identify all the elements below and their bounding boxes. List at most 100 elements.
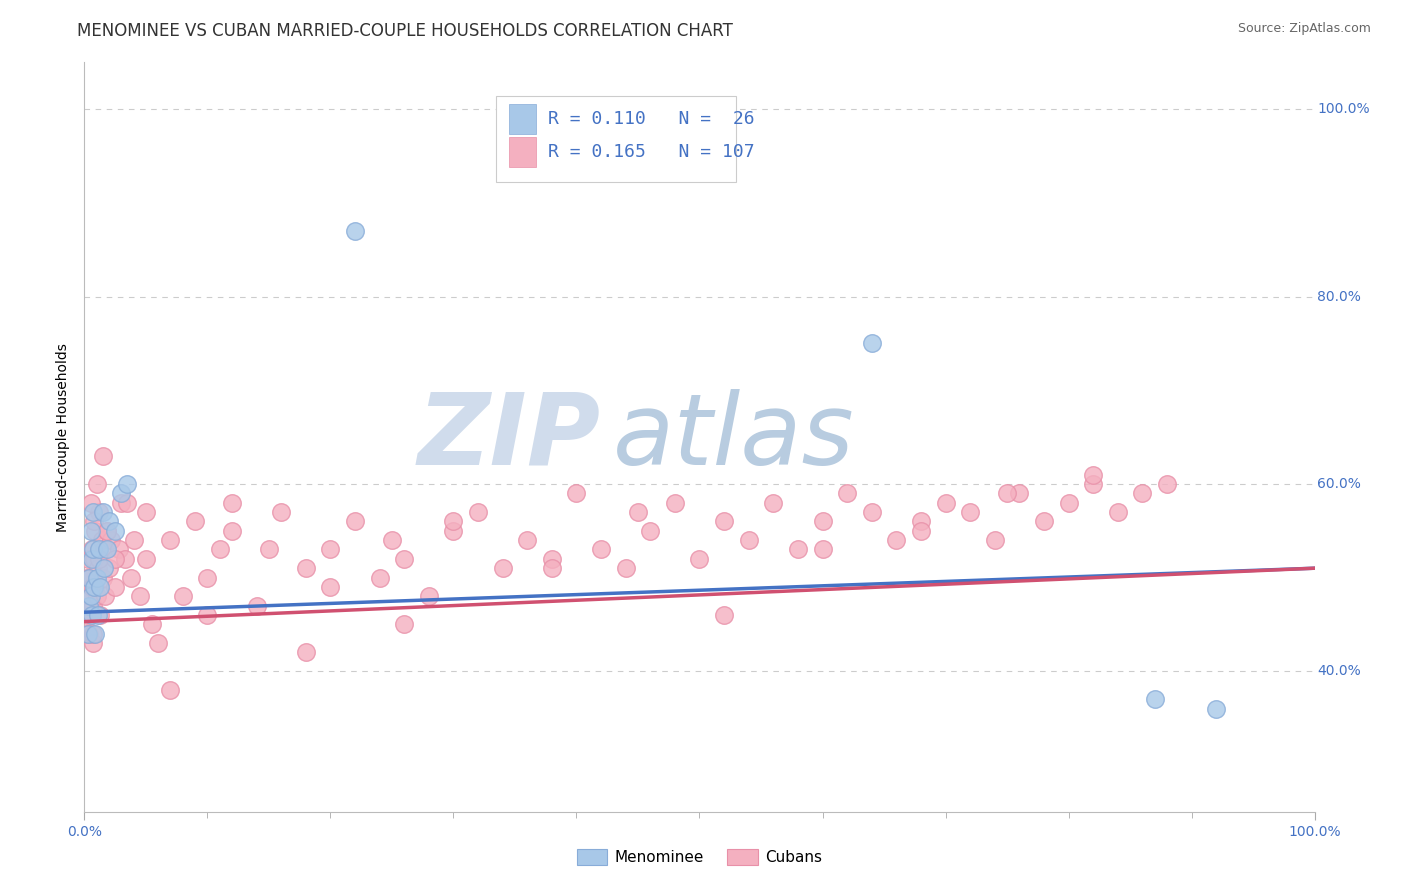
Point (96, 542, 118, 557)
Point (135, 551, 157, 566)
Text: atlas: atlas (613, 389, 855, 485)
FancyBboxPatch shape (496, 96, 737, 182)
Point (172, 590, 194, 604)
Point (86, 476, 108, 491)
Point (394, 617, 416, 632)
Point (87, 542, 111, 557)
Point (83, 514, 105, 528)
Point (492, 561, 515, 575)
Point (738, 533, 761, 547)
Point (1107, 505, 1129, 519)
Point (591, 542, 613, 557)
Point (108, 542, 131, 557)
Point (959, 505, 981, 519)
Point (713, 608, 735, 623)
Point (246, 599, 269, 613)
Point (90, 533, 112, 547)
Point (1083, 467, 1105, 482)
Point (84, 580, 107, 594)
Text: 100.0%: 100.0% (1317, 103, 1369, 116)
Point (83, 580, 105, 594)
Point (87, 608, 110, 623)
Point (811, 514, 834, 528)
Text: R = 0.165   N = 107: R = 0.165 N = 107 (548, 144, 755, 161)
Legend: Menominee, Cubans: Menominee, Cubans (571, 843, 828, 871)
Point (565, 486, 588, 500)
Point (935, 496, 957, 510)
Point (270, 505, 292, 519)
Point (79, 571, 101, 585)
Point (80, 608, 103, 623)
Point (516, 533, 538, 547)
Point (159, 533, 181, 547)
Point (110, 486, 132, 500)
Point (91, 449, 114, 463)
Point (104, 524, 127, 538)
Point (910, 514, 932, 528)
Point (257, 542, 280, 557)
Point (1130, 486, 1153, 500)
Point (184, 514, 207, 528)
Point (82, 542, 104, 557)
Point (79, 524, 101, 538)
Point (208, 542, 231, 557)
Point (910, 524, 932, 538)
Point (221, 524, 243, 538)
Point (984, 533, 1007, 547)
Point (98, 514, 120, 528)
Point (1156, 476, 1178, 491)
Point (80, 542, 103, 557)
Point (75, 626, 97, 640)
Point (117, 476, 139, 491)
Point (344, 514, 367, 528)
Text: R = 0.110   N =  26: R = 0.110 N = 26 (548, 110, 755, 128)
Point (76, 608, 98, 623)
Point (93, 542, 115, 557)
Point (319, 580, 342, 594)
Point (295, 561, 318, 575)
Point (77, 590, 100, 604)
Point (319, 542, 342, 557)
Point (627, 505, 650, 519)
Point (87, 561, 110, 575)
Point (664, 496, 686, 510)
Point (79, 590, 101, 604)
Point (221, 496, 243, 510)
Point (83, 551, 105, 566)
Point (381, 533, 404, 547)
Text: ZIP: ZIP (418, 389, 602, 485)
Point (79, 626, 101, 640)
Point (91, 571, 114, 585)
Point (689, 551, 711, 566)
Point (82, 599, 104, 613)
Bar (509, 103, 536, 134)
Point (141, 617, 163, 632)
Point (93, 561, 115, 575)
Point (110, 496, 132, 510)
Point (82, 636, 104, 650)
Point (76, 571, 98, 585)
Point (159, 683, 181, 698)
Point (79, 599, 101, 613)
Point (80, 551, 103, 566)
Point (98, 561, 120, 575)
Text: 60.0%: 60.0% (1317, 477, 1361, 491)
Point (94, 590, 117, 604)
Point (541, 561, 564, 575)
Point (418, 590, 440, 604)
Point (89, 608, 111, 623)
Point (87, 505, 111, 519)
Point (860, 336, 883, 351)
Point (82, 505, 104, 519)
Point (91, 505, 114, 519)
Point (87, 551, 111, 566)
Point (295, 646, 318, 660)
Point (467, 505, 489, 519)
Point (541, 551, 564, 566)
Point (197, 571, 219, 585)
Text: 80.0%: 80.0% (1317, 290, 1361, 303)
Point (995, 486, 1018, 500)
Point (86, 590, 108, 604)
Point (96, 524, 118, 538)
Point (79, 608, 101, 623)
